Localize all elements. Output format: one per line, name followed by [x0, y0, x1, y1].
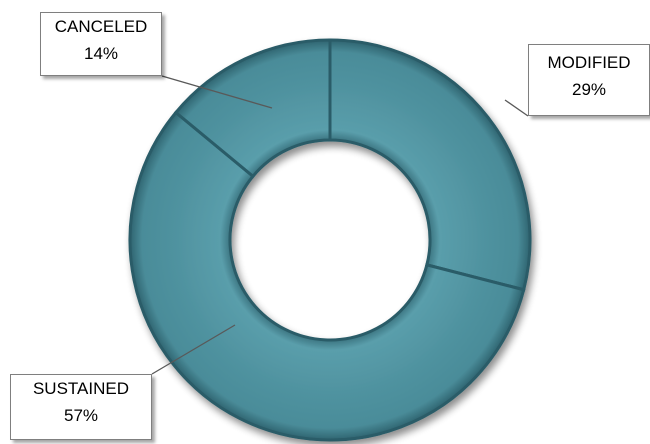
- data-label-sustained: SUSTAINED 57%: [10, 374, 152, 440]
- slice-sustained: [128, 110, 526, 442]
- leader-line-sustained: [151, 324, 236, 375]
- doughnut-slices: [128, 38, 532, 442]
- leader-line-modified: [504, 99, 529, 117]
- data-label-canceled: CANCELED 14%: [40, 12, 162, 76]
- leader-line-canceled: [161, 75, 273, 109]
- data-label-modified-category: MODIFIED: [547, 53, 631, 72]
- data-label-modified: MODIFIED 29%: [528, 44, 650, 116]
- data-label-canceled-value: 14%: [83, 44, 119, 63]
- leader-lines: [151, 75, 529, 375]
- slice-canceled: [173, 38, 332, 179]
- data-label-modified-value: 29%: [571, 80, 607, 99]
- data-label-canceled-category: CANCELED: [54, 17, 148, 36]
- slice-modified: [328, 38, 532, 292]
- data-label-sustained-value: 57%: [63, 406, 99, 425]
- data-label-sustained-category: SUSTAINED: [32, 379, 130, 398]
